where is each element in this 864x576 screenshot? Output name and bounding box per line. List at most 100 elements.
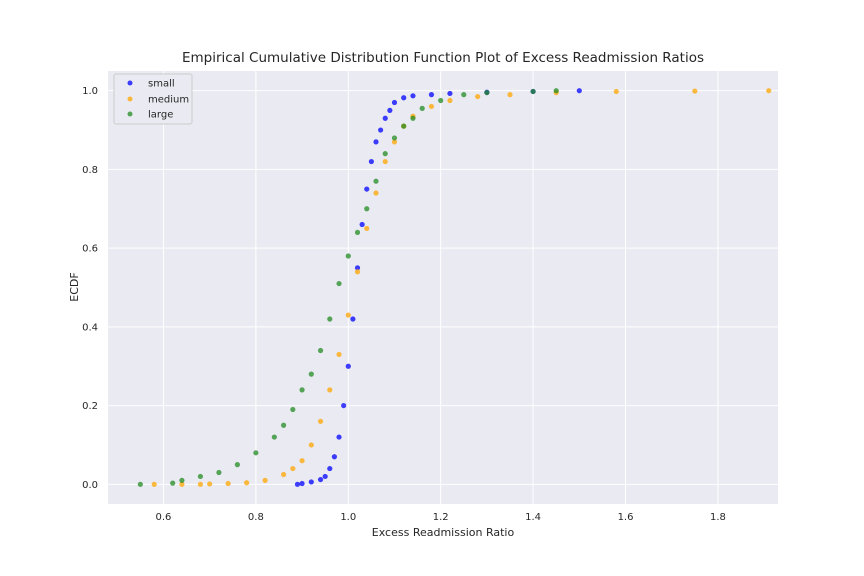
y-axis-title: ECDF bbox=[68, 272, 81, 301]
data-point-large bbox=[308, 371, 314, 377]
y-tick-label: 0.6 bbox=[82, 244, 98, 255]
data-point-small bbox=[327, 465, 333, 472]
x-tick-label: 1.8 bbox=[710, 512, 726, 523]
data-point-small bbox=[576, 88, 582, 94]
data-point-large bbox=[345, 253, 351, 259]
data-point-large bbox=[290, 406, 296, 413]
plot-background bbox=[108, 71, 778, 504]
series-medium bbox=[151, 88, 772, 487]
data-point-medium bbox=[197, 481, 204, 487]
legend-label-small: small bbox=[148, 79, 175, 90]
data-point-medium bbox=[327, 387, 333, 393]
legend: small medium large bbox=[113, 73, 193, 125]
data-point-large bbox=[391, 135, 398, 141]
legend-label-medium: medium bbox=[148, 95, 189, 106]
data-point-large bbox=[553, 88, 559, 94]
data-point-small bbox=[373, 139, 379, 145]
data-point-small bbox=[401, 95, 407, 101]
x-tick-label: 0.8 bbox=[248, 512, 264, 523]
data-point-medium bbox=[364, 225, 370, 232]
data-point-medium bbox=[428, 103, 435, 110]
data-point-small bbox=[350, 316, 356, 322]
legend-label-large: large bbox=[148, 110, 173, 121]
y-tick-labels: 0.0 0.2 0.4 0.6 0.8 1.0 bbox=[82, 86, 98, 491]
data-point-small bbox=[341, 402, 347, 409]
x-tick-label: 0.6 bbox=[155, 512, 171, 523]
data-point-medium bbox=[280, 471, 287, 478]
data-point-small bbox=[308, 479, 314, 485]
data-point-small bbox=[345, 363, 351, 369]
grid-lines bbox=[108, 71, 778, 504]
data-point-large bbox=[461, 92, 467, 98]
data-point-medium bbox=[308, 442, 314, 448]
data-point-large bbox=[179, 477, 185, 483]
x-tick-label: 1.2 bbox=[433, 512, 449, 523]
data-point-large bbox=[170, 480, 176, 486]
data-point-large bbox=[336, 280, 342, 287]
data-point-large bbox=[234, 462, 240, 468]
data-point-small bbox=[322, 473, 328, 480]
data-point-large bbox=[382, 151, 388, 157]
data-point-large bbox=[530, 88, 536, 95]
data-point-medium bbox=[262, 477, 268, 483]
data-point-large bbox=[299, 387, 305, 393]
data-point-large bbox=[438, 97, 444, 104]
data-point-medium bbox=[354, 269, 361, 275]
data-point-large bbox=[137, 481, 143, 487]
data-points bbox=[137, 88, 772, 487]
data-point-medium bbox=[290, 465, 296, 472]
legend-box bbox=[113, 73, 193, 125]
legend-marker-medium bbox=[127, 96, 133, 102]
x-tick-label: 1.0 bbox=[340, 512, 356, 523]
data-point-large bbox=[216, 469, 222, 476]
series-small bbox=[294, 88, 582, 487]
y-tick-label: 1.0 bbox=[82, 86, 98, 97]
data-point-large bbox=[419, 105, 425, 111]
y-tick-label: 0.0 bbox=[82, 480, 98, 491]
data-point-large bbox=[327, 316, 333, 322]
legend-marker-small bbox=[127, 80, 133, 86]
data-point-large bbox=[253, 450, 259, 456]
series-large bbox=[137, 88, 559, 487]
data-point-large bbox=[280, 422, 287, 428]
data-point-medium bbox=[613, 88, 619, 95]
data-point-medium bbox=[179, 481, 185, 487]
data-point-medium bbox=[225, 480, 231, 487]
data-point-large bbox=[197, 473, 204, 480]
data-point-small bbox=[368, 158, 374, 165]
data-point-small bbox=[428, 92, 435, 98]
data-point-large bbox=[484, 90, 490, 96]
data-point-small bbox=[447, 90, 453, 97]
data-point-small bbox=[364, 186, 370, 192]
data-point-medium bbox=[475, 93, 481, 100]
data-point-medium bbox=[151, 481, 157, 487]
data-point-small bbox=[336, 434, 342, 440]
data-point-large bbox=[410, 115, 416, 121]
data-point-small bbox=[331, 454, 338, 460]
data-point-small bbox=[359, 221, 365, 228]
data-point-small bbox=[354, 265, 361, 271]
data-point-small bbox=[299, 480, 305, 487]
data-point-medium bbox=[692, 88, 698, 94]
data-point-medium bbox=[317, 418, 324, 424]
data-point-medium bbox=[391, 139, 398, 145]
chart-title: Empirical Cumulative Distribution Functi… bbox=[182, 50, 704, 66]
data-point-medium bbox=[766, 88, 772, 94]
x-axis-title: Excess Readmission Ratio bbox=[372, 526, 515, 539]
legend-marker-large bbox=[127, 111, 133, 117]
y-tick-label: 0.8 bbox=[82, 165, 98, 176]
data-point-medium bbox=[373, 190, 379, 196]
data-point-small bbox=[387, 107, 393, 113]
data-point-medium bbox=[244, 480, 250, 486]
data-point-large bbox=[271, 434, 277, 440]
data-point-small bbox=[294, 481, 301, 487]
x-tick-label: 1.6 bbox=[618, 512, 634, 523]
x-tick-label: 1.4 bbox=[525, 512, 541, 523]
y-tick-label: 0.4 bbox=[82, 322, 98, 333]
x-tick-labels: 0.6 0.8 1.0 1.2 1.4 1.6 1.8 bbox=[155, 512, 725, 523]
data-point-small bbox=[382, 115, 388, 121]
data-point-small bbox=[378, 127, 384, 133]
data-point-medium bbox=[336, 351, 342, 358]
data-point-medium bbox=[345, 312, 351, 318]
